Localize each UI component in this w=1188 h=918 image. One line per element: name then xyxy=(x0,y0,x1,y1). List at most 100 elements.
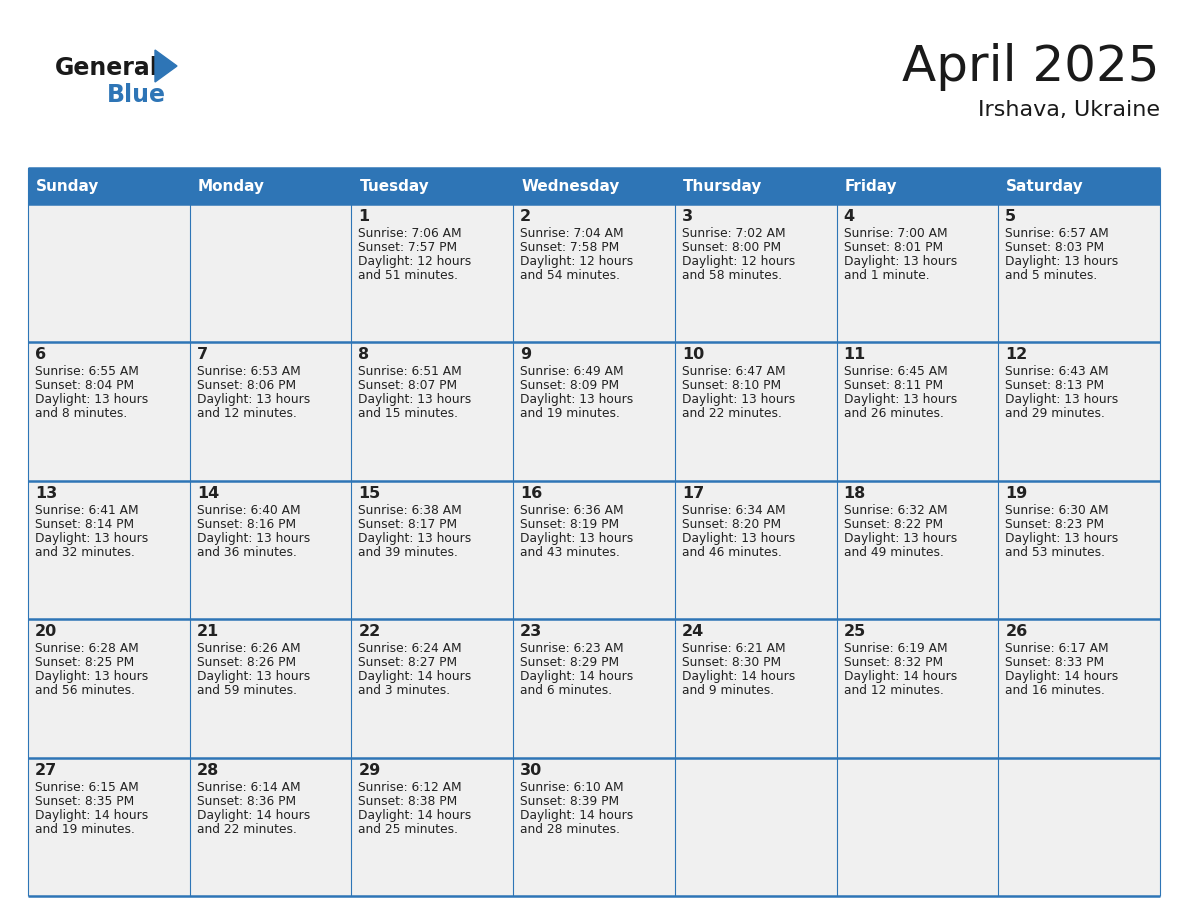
Text: Sunrise: 6:36 AM: Sunrise: 6:36 AM xyxy=(520,504,624,517)
Text: 18: 18 xyxy=(843,486,866,501)
Text: Daylight: 13 hours: Daylight: 13 hours xyxy=(359,394,472,407)
Text: and 22 minutes.: and 22 minutes. xyxy=(197,823,297,835)
Text: Daylight: 13 hours: Daylight: 13 hours xyxy=(843,532,956,544)
Text: 26: 26 xyxy=(1005,624,1028,639)
Text: Sunrise: 6:30 AM: Sunrise: 6:30 AM xyxy=(1005,504,1108,517)
Text: Sunset: 8:09 PM: Sunset: 8:09 PM xyxy=(520,379,619,392)
Text: Daylight: 14 hours: Daylight: 14 hours xyxy=(359,670,472,683)
Text: 10: 10 xyxy=(682,347,704,363)
Text: Sunset: 8:00 PM: Sunset: 8:00 PM xyxy=(682,241,781,254)
Text: Sunset: 8:30 PM: Sunset: 8:30 PM xyxy=(682,656,781,669)
Text: and 43 minutes.: and 43 minutes. xyxy=(520,546,620,559)
Text: Sunrise: 6:28 AM: Sunrise: 6:28 AM xyxy=(34,643,139,655)
Text: Friday: Friday xyxy=(845,178,897,194)
Text: 3: 3 xyxy=(682,209,693,224)
Bar xyxy=(998,620,1159,757)
Text: Sunrise: 6:24 AM: Sunrise: 6:24 AM xyxy=(359,643,462,655)
Text: 29: 29 xyxy=(359,763,380,778)
Text: and 28 minutes.: and 28 minutes. xyxy=(520,823,620,835)
Text: 11: 11 xyxy=(843,347,866,363)
Text: Monday: Monday xyxy=(197,178,265,194)
Text: Sunrise: 6:57 AM: Sunrise: 6:57 AM xyxy=(1005,227,1110,240)
Text: Sunset: 8:17 PM: Sunset: 8:17 PM xyxy=(359,518,457,531)
Text: Daylight: 13 hours: Daylight: 13 hours xyxy=(682,532,795,544)
Text: Sunrise: 6:40 AM: Sunrise: 6:40 AM xyxy=(197,504,301,517)
Text: Daylight: 14 hours: Daylight: 14 hours xyxy=(197,809,310,822)
Text: Blue: Blue xyxy=(107,83,166,107)
Text: and 32 minutes.: and 32 minutes. xyxy=(34,546,135,559)
Text: Sunset: 8:19 PM: Sunset: 8:19 PM xyxy=(520,518,619,531)
Bar xyxy=(836,168,998,204)
Text: and 15 minutes.: and 15 minutes. xyxy=(359,408,459,420)
Text: Daylight: 14 hours: Daylight: 14 hours xyxy=(1005,670,1119,683)
Text: and 26 minutes.: and 26 minutes. xyxy=(843,408,943,420)
Text: Daylight: 14 hours: Daylight: 14 hours xyxy=(520,809,633,822)
Bar xyxy=(513,168,675,204)
Text: Sunrise: 6:45 AM: Sunrise: 6:45 AM xyxy=(843,365,947,378)
Text: Sunrise: 6:23 AM: Sunrise: 6:23 AM xyxy=(520,643,624,655)
Text: Sunrise: 6:43 AM: Sunrise: 6:43 AM xyxy=(1005,365,1108,378)
Text: and 54 minutes.: and 54 minutes. xyxy=(520,269,620,282)
Text: 20: 20 xyxy=(34,624,57,639)
Bar xyxy=(998,204,1159,342)
Text: Thursday: Thursday xyxy=(683,178,763,194)
Text: Sunset: 8:14 PM: Sunset: 8:14 PM xyxy=(34,518,134,531)
Text: Sunrise: 7:02 AM: Sunrise: 7:02 AM xyxy=(682,227,785,240)
Text: Sunrise: 7:06 AM: Sunrise: 7:06 AM xyxy=(359,227,462,240)
Bar xyxy=(836,481,998,620)
Text: and 9 minutes.: and 9 minutes. xyxy=(682,684,775,697)
Bar xyxy=(675,168,836,204)
Text: Sunrise: 6:14 AM: Sunrise: 6:14 AM xyxy=(197,780,301,793)
Text: 24: 24 xyxy=(682,624,704,639)
Bar xyxy=(190,481,352,620)
Text: 16: 16 xyxy=(520,486,543,501)
Text: Sunrise: 6:34 AM: Sunrise: 6:34 AM xyxy=(682,504,785,517)
Text: Sunrise: 6:17 AM: Sunrise: 6:17 AM xyxy=(1005,643,1108,655)
Text: Daylight: 13 hours: Daylight: 13 hours xyxy=(34,670,148,683)
Bar xyxy=(190,620,352,757)
Text: Daylight: 13 hours: Daylight: 13 hours xyxy=(197,532,310,544)
Bar xyxy=(998,342,1159,481)
Text: Daylight: 13 hours: Daylight: 13 hours xyxy=(34,394,148,407)
Text: and 12 minutes.: and 12 minutes. xyxy=(197,408,297,420)
Bar xyxy=(29,620,190,757)
Text: 9: 9 xyxy=(520,347,531,363)
Text: 12: 12 xyxy=(1005,347,1028,363)
Text: Tuesday: Tuesday xyxy=(360,178,429,194)
Bar xyxy=(352,342,513,481)
Bar xyxy=(352,481,513,620)
Bar xyxy=(836,204,998,342)
Bar xyxy=(675,204,836,342)
Text: Sunrise: 6:21 AM: Sunrise: 6:21 AM xyxy=(682,643,785,655)
Text: Daylight: 14 hours: Daylight: 14 hours xyxy=(520,670,633,683)
Text: 6: 6 xyxy=(34,347,46,363)
Text: Sunrise: 6:47 AM: Sunrise: 6:47 AM xyxy=(682,365,785,378)
Bar xyxy=(998,757,1159,896)
Text: and 6 minutes.: and 6 minutes. xyxy=(520,684,612,697)
Text: Daylight: 14 hours: Daylight: 14 hours xyxy=(359,809,472,822)
Text: Sunrise: 6:55 AM: Sunrise: 6:55 AM xyxy=(34,365,139,378)
Bar xyxy=(675,620,836,757)
Text: Sunset: 8:13 PM: Sunset: 8:13 PM xyxy=(1005,379,1105,392)
Text: Daylight: 12 hours: Daylight: 12 hours xyxy=(359,255,472,268)
Text: 22: 22 xyxy=(359,624,380,639)
Text: and 59 minutes.: and 59 minutes. xyxy=(197,684,297,697)
Bar xyxy=(190,204,352,342)
Text: 19: 19 xyxy=(1005,486,1028,501)
Text: Saturday: Saturday xyxy=(1006,178,1083,194)
Text: and 25 minutes.: and 25 minutes. xyxy=(359,823,459,835)
Bar xyxy=(352,168,513,204)
Bar xyxy=(513,481,675,620)
Text: Sunset: 7:57 PM: Sunset: 7:57 PM xyxy=(359,241,457,254)
Text: Sunset: 8:22 PM: Sunset: 8:22 PM xyxy=(843,518,943,531)
Bar xyxy=(190,168,352,204)
Text: and 51 minutes.: and 51 minutes. xyxy=(359,269,459,282)
Text: Sunrise: 7:00 AM: Sunrise: 7:00 AM xyxy=(843,227,947,240)
Bar xyxy=(513,342,675,481)
Bar xyxy=(190,757,352,896)
Text: and 1 minute.: and 1 minute. xyxy=(843,269,929,282)
Text: General: General xyxy=(55,56,159,80)
Text: Sunset: 8:32 PM: Sunset: 8:32 PM xyxy=(843,656,943,669)
Text: Daylight: 13 hours: Daylight: 13 hours xyxy=(197,394,310,407)
Text: Sunrise: 6:19 AM: Sunrise: 6:19 AM xyxy=(843,643,947,655)
